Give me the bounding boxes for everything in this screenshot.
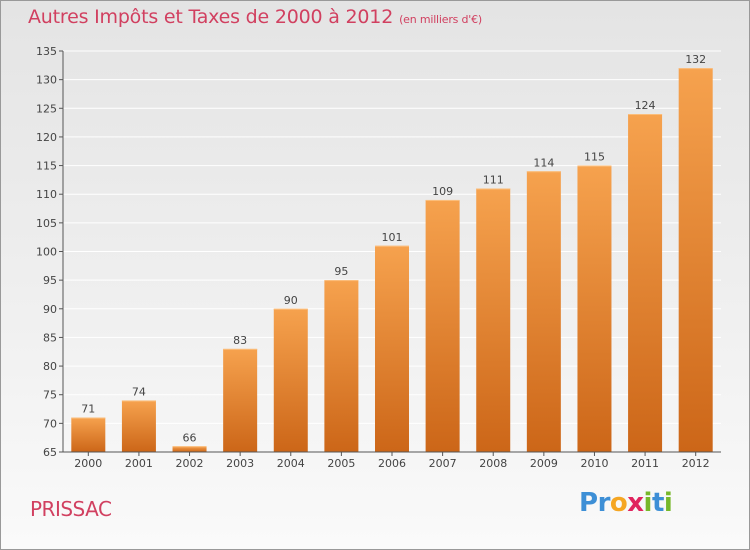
bar xyxy=(425,199,460,452)
logo-letter: x xyxy=(627,488,644,518)
bar xyxy=(577,165,612,453)
data-label: 115 xyxy=(584,151,605,164)
logo-letter: i xyxy=(643,488,653,518)
data-label: 95 xyxy=(334,265,348,278)
logo-letter: i xyxy=(663,488,673,518)
y-tick-label: 65 xyxy=(43,446,57,459)
bar xyxy=(476,188,511,452)
data-label: 74 xyxy=(132,385,146,398)
bar xyxy=(172,446,207,452)
y-tick-label: 110 xyxy=(36,188,57,201)
x-tick-label: 2002 xyxy=(176,457,204,470)
y-tick-label: 105 xyxy=(36,217,57,230)
y-tick-label: 80 xyxy=(43,360,57,373)
data-label: 124 xyxy=(635,99,656,112)
y-tick-label: 100 xyxy=(36,246,57,259)
x-tick-label: 2012 xyxy=(682,457,710,470)
data-label: 66 xyxy=(183,431,197,444)
data-label: 114 xyxy=(533,156,554,169)
bar xyxy=(324,280,359,452)
x-tick-label: 2011 xyxy=(631,457,659,470)
bar xyxy=(71,417,106,452)
data-label: 83 xyxy=(233,334,247,347)
bar xyxy=(273,308,308,452)
chart-subtitle: (en milliers d'€) xyxy=(399,13,482,26)
y-tick-label: 85 xyxy=(43,331,57,344)
logo-letter: r xyxy=(597,488,611,518)
x-tick-label: 2009 xyxy=(530,457,558,470)
data-label: 109 xyxy=(432,185,453,198)
y-tick-label: 135 xyxy=(36,45,57,58)
chart-title: Autres Impôts et Taxes de 2000 à 2012 (en… xyxy=(28,6,482,28)
x-tick-label: 2003 xyxy=(226,457,254,470)
x-tick-label: 2004 xyxy=(277,457,305,470)
bar xyxy=(223,348,258,452)
x-tick-label: 2010 xyxy=(580,457,608,470)
y-tick-label: 115 xyxy=(36,160,57,173)
y-tick-label: 95 xyxy=(43,274,57,287)
proxiti-logo: Proxiti xyxy=(579,488,673,524)
data-label: 111 xyxy=(483,173,504,186)
chart-title-text: Autres Impôts et Taxes de 2000 à 2012 xyxy=(28,6,394,28)
data-label: 71 xyxy=(81,403,95,416)
x-tick-label: 2008 xyxy=(479,457,507,470)
y-tick-label: 75 xyxy=(43,389,57,402)
y-tick-label: 125 xyxy=(36,102,57,115)
x-tick-label: 2001 xyxy=(125,457,153,470)
bar xyxy=(375,245,409,452)
bar xyxy=(678,68,713,452)
logo-letter: P xyxy=(579,488,598,518)
logo-letter: t xyxy=(651,488,664,518)
bar xyxy=(121,400,156,452)
data-label: 132 xyxy=(685,53,706,66)
bar xyxy=(526,171,561,453)
x-tick-label: 2006 xyxy=(378,457,406,470)
data-label: 90 xyxy=(284,294,298,307)
y-tick-label: 90 xyxy=(43,303,57,316)
y-tick-label: 130 xyxy=(36,74,57,87)
bar xyxy=(628,114,663,452)
x-tick-label: 2005 xyxy=(327,457,355,470)
y-tick-label: 70 xyxy=(43,417,57,430)
y-tick-label: 120 xyxy=(36,131,57,144)
data-label: 101 xyxy=(382,231,403,244)
logo-letter: o xyxy=(609,488,628,518)
x-tick-label: 2000 xyxy=(74,457,102,470)
x-tick-label: 2007 xyxy=(429,457,457,470)
commune-name: PRISSAC xyxy=(30,497,112,521)
